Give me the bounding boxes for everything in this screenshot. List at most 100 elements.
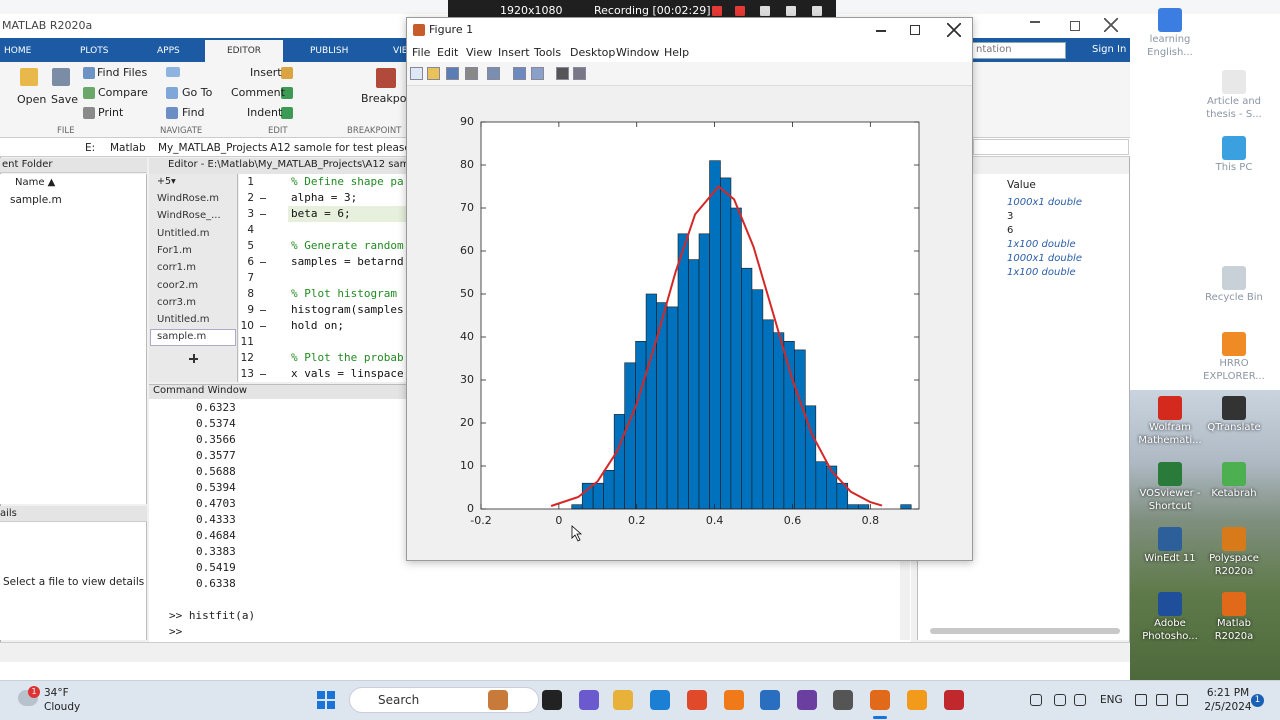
editor-tab[interactable]: For1.m <box>157 244 192 256</box>
desktop-icon[interactable] <box>1222 396 1246 420</box>
ribbon-button[interactable]: Indent <box>247 106 283 119</box>
desktop-icon[interactable] <box>1222 266 1246 290</box>
desktop-icon[interactable] <box>1158 527 1182 551</box>
ribbon-tab[interactable]: EDITOR <box>226 46 262 56</box>
taskbar-app[interactable] <box>870 690 890 710</box>
toolbar-button[interactable] <box>573 67 586 80</box>
desktop-icon[interactable] <box>1158 592 1182 616</box>
ribbon-button[interactable]: Insert <box>250 66 282 79</box>
maximize-button[interactable] <box>1070 21 1080 31</box>
desktop-icon[interactable] <box>1158 8 1182 32</box>
ribbon-button[interactable]: Print <box>98 106 124 119</box>
ribbon-button[interactable]: Breakpoin <box>361 92 417 105</box>
taskbar-app[interactable] <box>724 690 744 710</box>
desktop-icon-label[interactable]: Recycle Bin <box>1205 292 1263 303</box>
desktop-icon-label[interactable]: Adobe Photosho... <box>1142 618 1198 642</box>
close-button[interactable] <box>947 23 961 37</box>
ribbon-icon[interactable] <box>376 68 396 88</box>
path-segment[interactable]: A12 samole for test please usei <box>270 142 436 154</box>
editor-tab[interactable]: Untitled.m <box>157 227 210 239</box>
minimize-button[interactable] <box>876 30 886 32</box>
ribbon-button[interactable]: Find Files <box>97 66 148 79</box>
toolbar-button[interactable] <box>513 67 526 80</box>
start-button[interactable] <box>317 691 335 709</box>
menu-item[interactable]: Window <box>616 46 660 59</box>
desktop-icon-label[interactable]: This PC <box>1215 162 1253 173</box>
close-button[interactable] <box>1104 18 1118 32</box>
editor-tab[interactable]: sample.m <box>157 331 207 343</box>
recording-control[interactable] <box>786 6 796 16</box>
editor-tab[interactable]: coor2.m <box>157 279 199 291</box>
editor-tab[interactable]: corr3.m <box>157 296 196 308</box>
tray-icon[interactable] <box>1156 694 1168 706</box>
ribbon-button[interactable]: Save <box>51 93 79 106</box>
desktop-icon-label[interactable]: Polyspace R2020a <box>1209 553 1259 577</box>
desktop-icon-label[interactable]: Ketabrah <box>1211 488 1257 499</box>
menu-item[interactable]: View <box>466 46 493 59</box>
desktop-icon-label[interactable]: WinEdt 11 <box>1144 553 1196 564</box>
tray-icon[interactable] <box>1135 694 1147 706</box>
editor-tab[interactable]: WindRose_... <box>157 210 221 222</box>
ribbon-icon[interactable] <box>281 87 293 99</box>
editor-tab[interactable]: WindRose.m <box>157 193 220 204</box>
tray-icon[interactable] <box>1054 694 1066 706</box>
tray-icon[interactable] <box>1074 694 1086 706</box>
taskbar-app[interactable] <box>907 690 927 710</box>
desktop-icon[interactable] <box>1222 70 1246 94</box>
notification-badge[interactable] <box>1251 694 1264 707</box>
toolbar-button[interactable] <box>556 67 569 80</box>
editor-tab[interactable]: Untitled.m <box>157 314 210 326</box>
path-segment[interactable]: My_MATLAB_Projects <box>158 142 268 154</box>
tab-add[interactable] <box>189 354 198 363</box>
file-item[interactable]: sample.m <box>10 194 62 206</box>
ribbon-tab[interactable]: PUBLISH <box>310 46 349 56</box>
recording-control[interactable] <box>812 6 822 16</box>
menu-item[interactable]: File <box>412 46 431 59</box>
menu-item[interactable]: Tools <box>534 46 562 59</box>
taskbar-app[interactable] <box>613 690 633 710</box>
ribbon-tab[interactable]: APPS <box>157 46 180 56</box>
recording-control[interactable] <box>712 6 722 16</box>
more-tabs[interactable]: +5▾ <box>157 176 176 187</box>
toolbar-button[interactable] <box>446 67 459 80</box>
desktop-icon[interactable] <box>1222 592 1246 616</box>
desktop-icon[interactable] <box>1222 136 1246 160</box>
menu-item[interactable]: Desktop <box>570 46 616 59</box>
sign-in[interactable]: Sign In <box>1092 44 1127 55</box>
column-header[interactable]: Value <box>1007 179 1036 191</box>
ribbon-icon[interactable] <box>281 107 293 119</box>
desktop-icon-label[interactable]: QTranslate <box>1207 422 1261 433</box>
ribbon-icon[interactable] <box>166 67 180 77</box>
ribbon-icon[interactable] <box>83 107 95 119</box>
editor-tab[interactable]: corr1.m <box>157 262 196 274</box>
taskbar-app[interactable] <box>833 690 853 710</box>
taskbar-app[interactable] <box>944 690 964 710</box>
command-prompt[interactable]: >> <box>169 625 183 638</box>
column-header[interactable]: Name ▲ <box>15 177 56 188</box>
desktop-icon-label[interactable]: VOSviewer - Shortcut <box>1139 488 1201 512</box>
menu-item[interactable]: Help <box>664 46 690 59</box>
maximize-button[interactable] <box>910 25 920 35</box>
taskbar-app[interactable] <box>760 690 780 710</box>
ribbon-tab[interactable]: HOME <box>4 46 32 56</box>
toolbar-button[interactable] <box>465 67 478 80</box>
tray-icon[interactable] <box>1176 694 1188 706</box>
minimize-button[interactable] <box>1030 21 1040 23</box>
desktop-icon-label[interactable]: Matlab R2020a <box>1214 618 1254 642</box>
tray-icon[interactable] <box>1030 694 1042 706</box>
taskbar-app[interactable] <box>542 690 562 710</box>
ribbon-tab[interactable]: VIE <box>393 46 408 56</box>
desktop-icon[interactable] <box>1222 462 1246 486</box>
ribbon-button[interactable]: Open <box>17 93 47 106</box>
ribbon-icon[interactable] <box>83 87 95 99</box>
ribbon-icon[interactable] <box>52 68 70 86</box>
ribbon-icon[interactable] <box>166 107 178 119</box>
taskbar-app[interactable] <box>579 690 599 710</box>
taskbar-app[interactable] <box>687 690 707 710</box>
ribbon-icon[interactable] <box>281 67 293 79</box>
toolbar-button[interactable] <box>531 67 544 80</box>
toolbar-button[interactable] <box>410 67 423 80</box>
taskbar-app[interactable] <box>650 690 670 710</box>
menu-item[interactable]: Edit <box>437 46 459 59</box>
toolbar-button[interactable] <box>487 67 500 80</box>
